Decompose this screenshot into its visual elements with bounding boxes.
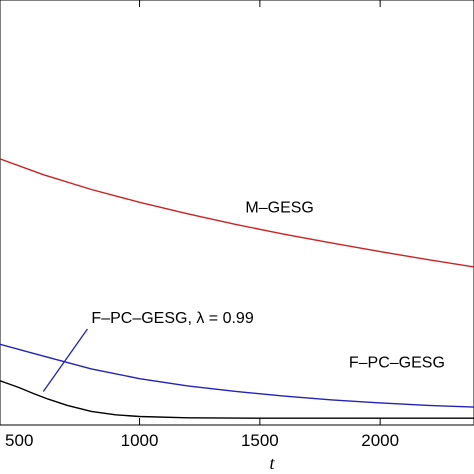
annotation-layer: M–GESG F–PC–GESG F–PC–GESG, λ = 0.99 [42, 200, 445, 392]
series-layer [0, 158, 474, 419]
top-axis-ticks [139, 0, 381, 7]
series-line-0 [0, 158, 474, 268]
annotation-pointer-2 [42, 328, 88, 392]
x-tick-label-1: 1000 [121, 431, 159, 450]
plot-frame [0, 0, 474, 426]
series-line-1 [0, 343, 474, 408]
x-tick-label-3: 2000 [361, 431, 399, 450]
x-tick-label-2: 1500 [241, 431, 279, 450]
x-tick-label-0: 500 [5, 431, 33, 450]
x-tick-labels: 500 1000 1500 2000 [5, 431, 399, 450]
annotation-0: M–GESG [245, 200, 313, 217]
x-axis-label: t [269, 453, 275, 473]
annotation-1: F–PC–GESG [349, 355, 445, 372]
bottom-axis-ticks [139, 418, 381, 425]
series-line-2 [0, 380, 474, 419]
annotation-2: F–PC–GESG, λ = 0.99 [91, 310, 253, 327]
